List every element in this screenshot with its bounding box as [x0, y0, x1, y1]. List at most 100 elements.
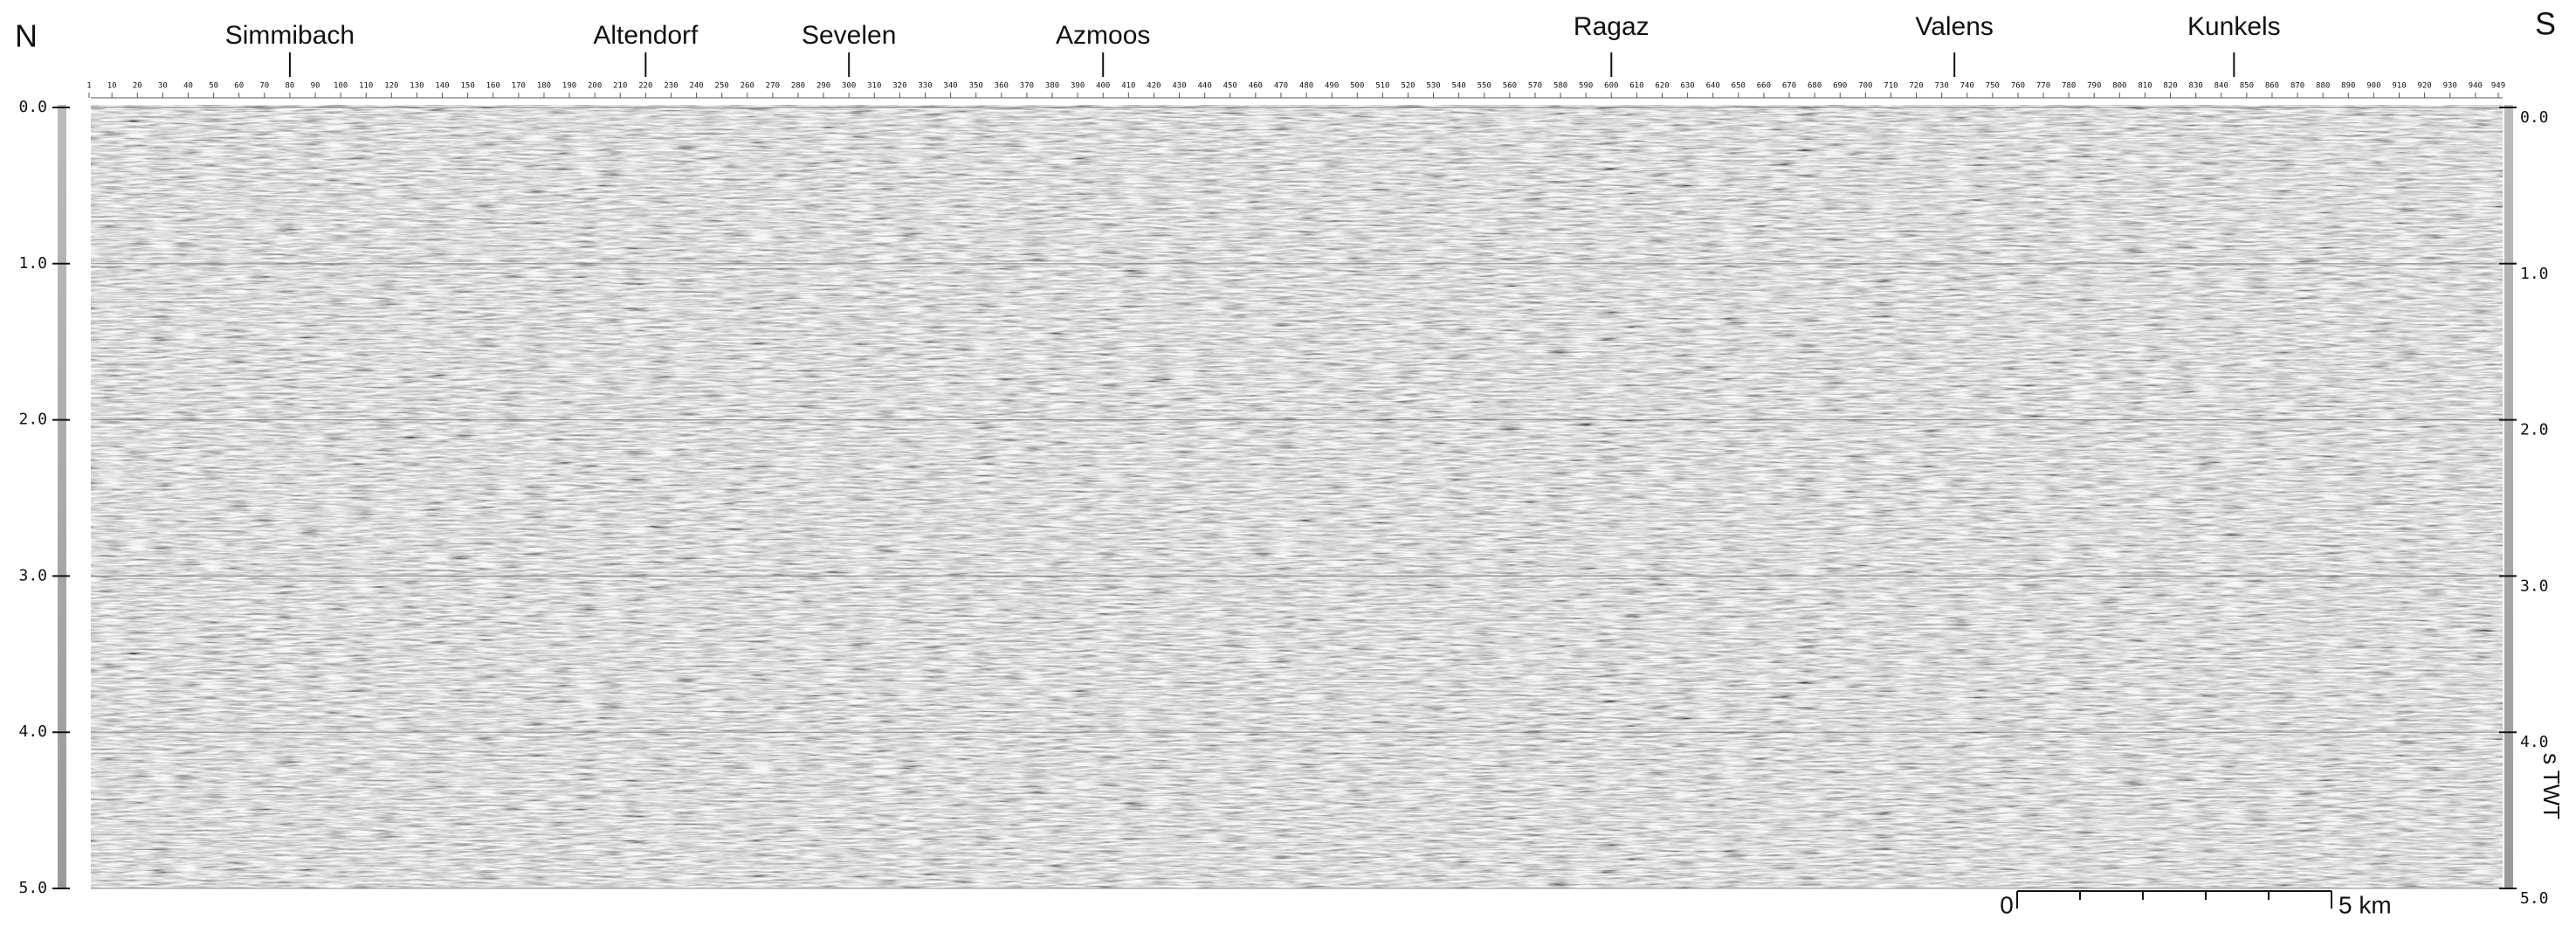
shotpoint-label: 850	[2240, 82, 2254, 91]
location-name: Kunkels	[2187, 12, 2281, 41]
shotpoint-label: 690	[1833, 82, 1847, 91]
shotpoint-label: 780	[2062, 82, 2076, 91]
shotpoint-label: 840	[2214, 82, 2228, 91]
shotpoint-label: 370	[1020, 82, 1034, 91]
shotpoint-label: 330	[918, 82, 932, 91]
location-name: Altendorf	[593, 21, 699, 50]
shotpoint-label: 680	[1808, 82, 1822, 91]
shotpoint-label: 640	[1706, 82, 1720, 91]
shotpoint-label: 900	[2366, 82, 2380, 91]
shotpoint-label: 590	[1579, 82, 1593, 91]
shotpoint-label: 270	[766, 82, 780, 91]
shotpoint-label: 520	[1401, 82, 1415, 91]
shotpoint-label: 880	[2316, 82, 2330, 91]
shotpoint-label: 740	[1960, 82, 1974, 91]
shotpoint-label: 570	[1528, 82, 1542, 91]
scale-bar: 0 5 km	[2000, 890, 2392, 918]
shotpoint-label: 110	[359, 82, 373, 91]
shotpoint-label: 760	[2011, 82, 2025, 91]
shotpoint-label: 90	[311, 82, 320, 91]
shotpoint-label: 240	[689, 82, 703, 91]
shotpoint-label: 540	[1452, 82, 1466, 91]
location-name: Sevelen	[802, 21, 896, 50]
shotpoint-label: 70	[259, 82, 269, 91]
shotpoint-label: 400	[1096, 82, 1110, 91]
shotpoint-label: 260	[740, 82, 754, 91]
shotpoint-label: 550	[1477, 82, 1491, 91]
left-time-label: 3.0	[18, 566, 47, 584]
shotpoint-label: 220	[638, 82, 652, 91]
location-name: Azmoos	[1056, 21, 1150, 50]
shotpoint-label: 300	[842, 82, 856, 91]
shotpoint-label: 290	[816, 82, 830, 91]
right-time-label: 1.0	[2520, 265, 2549, 283]
shotpoint-label: 210	[613, 82, 627, 91]
right-time-label: 3.0	[2520, 577, 2549, 595]
shotpoint-label: 910	[2392, 82, 2406, 91]
shotpoint-label: 600	[1604, 82, 1618, 91]
shotpoint-label: 130	[410, 82, 424, 91]
shotpoint-label: 720	[1909, 82, 1923, 91]
right-time-label: 0.0	[2520, 108, 2549, 127]
shotpoint-label: 790	[2087, 82, 2101, 91]
shotpoint-label: 440	[1198, 82, 1212, 91]
time-unit-label: s TWT	[2538, 753, 2565, 819]
shotpoint-label: 160	[486, 82, 500, 91]
shotpoint-label: 530	[1426, 82, 1440, 91]
right-time-label: 4.0	[2520, 733, 2549, 751]
shotpoint-label: 170	[512, 82, 526, 91]
shotpoint-label: 610	[1629, 82, 1643, 91]
shotpoint-label: 810	[2138, 82, 2152, 91]
shotpoint-label: 40	[183, 82, 193, 91]
left-time-label: 5.0	[18, 879, 47, 897]
shotpoint-label: 480	[1299, 82, 1313, 91]
shotpoint-label: 660	[1757, 82, 1771, 91]
shotpoint-label: 500	[1350, 82, 1364, 91]
shotpoint-label: 940	[2469, 82, 2483, 91]
shotpoint-label: 490	[1325, 82, 1339, 91]
shotpoint-label: 870	[2290, 82, 2304, 91]
shotpoint-label: 700	[1858, 82, 1872, 91]
shotpoint-label: 200	[588, 82, 602, 91]
shotpoint-label: 360	[995, 82, 1009, 91]
shotpoint-label: 180	[537, 82, 551, 91]
shotpoint-label: 450	[1223, 82, 1237, 91]
right-time-label: 2.0	[2520, 421, 2549, 439]
scale-bar-start: 0	[2000, 891, 2014, 918]
shotpoint-label: 10	[107, 82, 117, 91]
shotpoint-label: 420	[1147, 82, 1161, 91]
scale-bar-end: 5 km	[2338, 891, 2392, 918]
south-label: S	[2535, 6, 2556, 42]
left-time-bar	[58, 105, 66, 888]
right-time-bar	[2504, 105, 2513, 888]
shotpoint-label: 710	[1884, 82, 1898, 91]
left-time-label: 4.0	[18, 722, 47, 741]
shotpoint-label: 60	[234, 82, 244, 91]
shotpoint-label: 930	[2443, 82, 2457, 91]
shotpoint-label: 580	[1553, 82, 1567, 91]
left-time-label: 0.0	[18, 98, 47, 116]
shotpoint-label: 120	[384, 82, 398, 91]
shotpoint-label: 770	[2036, 82, 2050, 91]
shotpoint-label: 20	[133, 82, 142, 91]
shotpoint-label: 30	[158, 82, 168, 91]
shotpoint-label: 830	[2189, 82, 2203, 91]
shotpoint-label: 800	[2112, 82, 2126, 91]
location-name: Ragaz	[1574, 12, 1650, 41]
shotpoint-label: 820	[2163, 82, 2177, 91]
shotpoint-label: 430	[1172, 82, 1186, 91]
shotpoint-label: 230	[664, 82, 678, 91]
shotpoint-label: 340	[943, 82, 957, 91]
shotpoint-label: 190	[562, 82, 576, 91]
shotpoint-label: 460	[1249, 82, 1263, 91]
right-time-label: 5.0	[2520, 889, 2549, 908]
shotpoint-label: 50	[209, 82, 218, 91]
shotpoint-label: 150	[461, 82, 475, 91]
shotpoint-label: 140	[435, 82, 449, 91]
shotpoint-label: 730	[1935, 82, 1949, 91]
shotpoint-label: 250	[715, 82, 729, 91]
shotpoint-label: 650	[1732, 82, 1746, 91]
shotpoint-label: 560	[1503, 82, 1517, 91]
